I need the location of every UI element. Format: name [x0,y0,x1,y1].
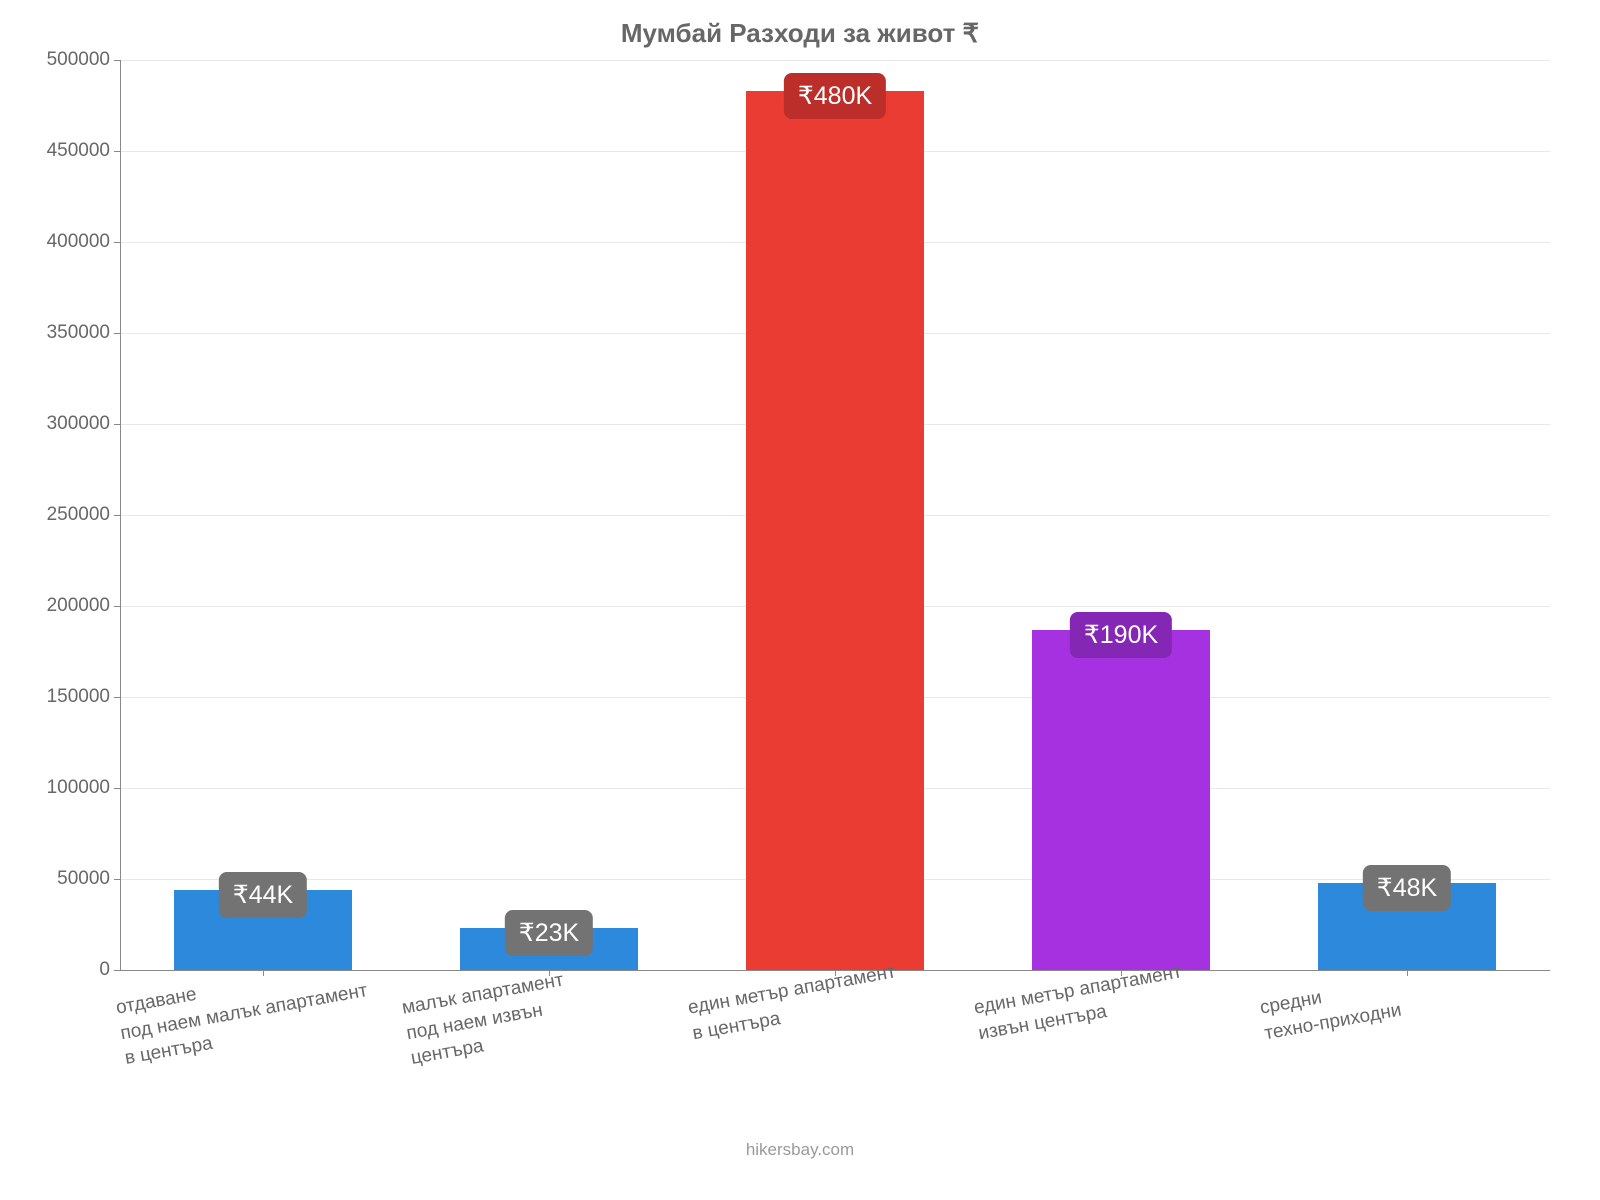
xtick-label: средни техно-приходни [1258,972,1403,1047]
bar-value-label: ₹190K [1070,612,1172,658]
ytick-label: 150000 [47,686,120,708]
bar [1032,630,1209,970]
ytick-label: 500000 [47,49,120,71]
bar [746,91,923,970]
plot-area: 0500001000001500002000002500003000003500… [120,60,1550,970]
xtick-label: един метър апартамент извън центъра [972,959,1188,1046]
bar-value-label: ₹23K [505,910,593,956]
xtick-label: един метър апартамент в центъра [686,959,902,1046]
ytick-label: 100000 [47,777,120,799]
grid-line [120,60,1550,61]
y-axis [120,60,121,970]
ytick-label: 50000 [57,868,120,890]
ytick-label: 300000 [47,413,120,435]
cost-of-living-chart: Мумбай Разходи за живот ₹ 05000010000015… [0,0,1600,1200]
ytick-label: 200000 [47,595,120,617]
ytick-label: 250000 [47,504,120,526]
bar-value-label: ₹44K [219,872,307,918]
chart-footer: hikersbay.com [0,1140,1600,1160]
xtick-label: малък апартамент под наем извън центъра [400,968,575,1072]
ytick-label: 400000 [47,231,120,253]
xtick-mark [1407,970,1408,976]
ytick-label: 450000 [47,140,120,162]
chart-title: Мумбай Разходи за живот ₹ [0,18,1600,49]
bar-value-label: ₹48K [1363,865,1451,911]
ytick-label: 350000 [47,322,120,344]
bar-value-label: ₹480K [784,73,886,119]
